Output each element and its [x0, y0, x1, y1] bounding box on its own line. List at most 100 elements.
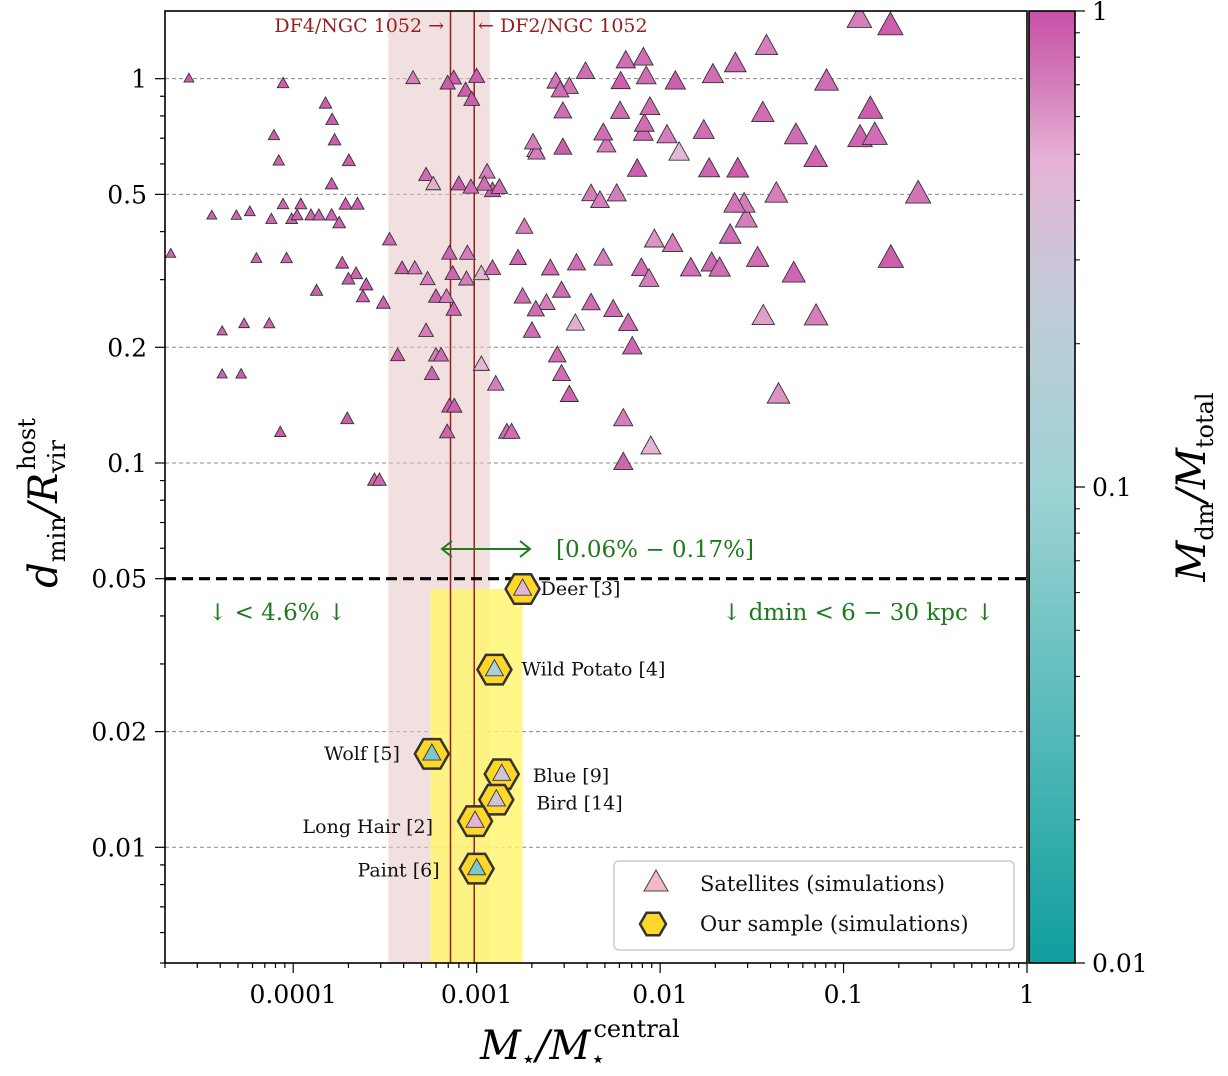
satellite-point — [661, 232, 684, 253]
satellite-point — [726, 156, 750, 178]
svg-text:dmin/Rvirhost: dmin/Rvirhost — [13, 418, 71, 588]
satellite-point — [723, 191, 747, 213]
satellite-point — [438, 287, 455, 303]
satellite-point — [640, 435, 662, 455]
satellite-point — [350, 196, 365, 210]
colorbar: 0.01 0.1 1 Mdm/Mtotal — [1028, 0, 1219, 978]
satellite-point — [723, 51, 747, 73]
satellite-point — [441, 244, 458, 260]
satellite-point — [692, 118, 716, 139]
satellite-point — [432, 346, 450, 362]
ngc1052-left-label: DF4/NGC 1052 → — [274, 15, 444, 37]
satellite-point — [327, 132, 342, 146]
satellite-point — [679, 256, 702, 277]
satellite-point — [630, 257, 652, 277]
sample-triangle — [486, 788, 507, 807]
satellite-point — [230, 208, 243, 220]
satellite-point — [462, 178, 480, 194]
satellite-point — [593, 247, 614, 266]
satellite-point — [515, 217, 534, 234]
satellite-point — [235, 367, 248, 379]
satellite-point — [262, 316, 276, 329]
satellite-point — [490, 177, 509, 194]
y-tick-label: 1 — [131, 65, 147, 94]
colorbar-tick-label: 0.1 — [1092, 473, 1132, 502]
sample-label: Paint [6] — [357, 860, 439, 882]
satellite-point — [358, 276, 374, 291]
satellite-point — [502, 422, 521, 439]
satellite-point — [483, 258, 502, 275]
satellite-point — [857, 95, 884, 119]
satellite-point — [764, 180, 789, 203]
legend: Satellites (simulations) Our sample (sim… — [613, 860, 1015, 951]
satellite-point — [238, 317, 251, 329]
satellite-point — [638, 267, 660, 287]
satellite-point — [405, 69, 422, 85]
satellite-point — [656, 123, 678, 144]
satellite-point — [280, 251, 294, 264]
satellite-point — [750, 100, 775, 122]
satellite-point — [751, 303, 776, 326]
satellite-point — [559, 384, 580, 402]
satellite-point — [425, 175, 442, 191]
satellite-point — [457, 81, 475, 97]
satellite-point — [450, 175, 468, 191]
sample-label: Wolf [5] — [324, 743, 400, 765]
satellite-point — [547, 345, 567, 363]
satellite-point — [318, 96, 333, 109]
sample-points: Deer [3] Wild Potato [4] Wolf [5] Blue [9] B… — [303, 573, 665, 885]
satellite-point — [745, 245, 770, 267]
satellite-point — [243, 205, 256, 217]
plot-area: Deer [3] Wild Potato [4] Wolf [5] Blue [9] B… — [164, 10, 1028, 964]
satellite-point — [394, 260, 410, 275]
satellite-point — [290, 208, 304, 221]
x-tick-label: 0.0001 — [249, 980, 336, 1009]
sample-label: Deer [3] — [541, 578, 621, 600]
satellite-point — [668, 140, 691, 161]
satellite-point — [341, 153, 357, 167]
y-tick-label: 0.05 — [91, 565, 147, 594]
satellite-point — [813, 67, 840, 91]
satellite-point — [165, 247, 177, 258]
right-threshold-label: ↓ dmin < 6 − 30 kpc ↓ — [722, 600, 994, 626]
satellite-point — [904, 179, 932, 204]
plot-background — [165, 11, 1027, 963]
satellite-point — [508, 248, 528, 265]
y-axis: 0.01 0.02 0.05 0.1 0.2 0.5 1 — [91, 65, 165, 964]
satellite-point — [527, 142, 546, 160]
range-arrow — [440, 540, 532, 558]
satellite-point — [754, 33, 779, 56]
satellite-point — [540, 258, 560, 276]
legend-box — [613, 860, 1015, 951]
x-axis: 0.0001 0.001 0.01 0.1 1 — [164, 963, 1035, 1009]
satellite-point — [375, 294, 391, 309]
colorbar-gradient — [1028, 10, 1076, 964]
range-label: [0.06% − 0.17%] — [556, 537, 754, 563]
satellite-point — [406, 259, 423, 275]
satellite-point — [276, 197, 290, 210]
satellite-point — [553, 137, 573, 155]
sample-label: Long Hair [2] — [303, 816, 434, 838]
satellite-point — [355, 288, 371, 303]
satellite-point — [335, 255, 350, 269]
satellite-point — [338, 196, 353, 210]
sample-triangle — [491, 763, 512, 781]
left-threshold-label: ↓ < 4.6% ↓ — [208, 600, 346, 626]
satellite-point — [325, 112, 340, 125]
satellite-point — [536, 292, 556, 310]
satellite-point — [626, 157, 648, 177]
satellite-point — [419, 270, 436, 286]
satellite-point — [551, 280, 572, 298]
satellite-point — [803, 144, 829, 168]
satellite-point — [697, 156, 721, 178]
annotations: DF4/NGC 1052 → ← DF2/NGC 1052 [0.06% − 0… — [208, 15, 994, 626]
svg-text:M⋆/M⋆central: M⋆/M⋆central — [479, 1015, 680, 1073]
satellite-point — [581, 292, 601, 311]
satellite-point — [643, 228, 666, 248]
satellite-point — [273, 425, 287, 437]
x-axis-title: M⋆/M⋆central — [479, 1015, 680, 1073]
sample-triangle — [512, 578, 533, 596]
satellite-point — [589, 189, 611, 209]
satellite-point — [311, 207, 326, 221]
satellite-point — [309, 283, 324, 296]
